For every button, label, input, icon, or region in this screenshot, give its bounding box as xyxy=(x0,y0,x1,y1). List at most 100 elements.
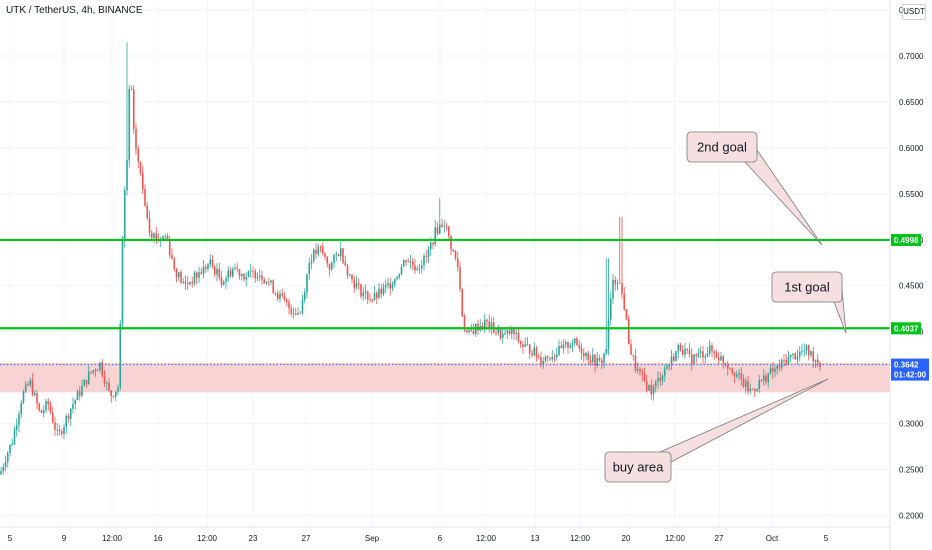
candle-body xyxy=(792,353,794,355)
candle-body xyxy=(220,277,223,285)
candle-body xyxy=(389,283,392,289)
candle-body xyxy=(366,291,369,300)
candle-body xyxy=(425,255,428,257)
candle-body xyxy=(450,235,452,250)
candle-body xyxy=(639,369,641,372)
candle-body xyxy=(753,388,756,391)
candle-body xyxy=(666,366,668,369)
candle-body xyxy=(812,351,815,362)
y-tick-label: 0.6000 xyxy=(899,144,924,153)
candle-body xyxy=(605,349,608,354)
candle-body xyxy=(164,235,167,237)
candle-body xyxy=(659,377,662,381)
candle-body xyxy=(564,342,567,345)
candle-body xyxy=(236,267,239,269)
candle-body xyxy=(513,328,515,335)
candle-body xyxy=(249,270,252,272)
candle-body xyxy=(409,261,412,263)
time-axis[interactable]: 5 9 12:00 16 12:00 23 27 Sep 6 12:00 13 12:00 20 12:0… xyxy=(8,534,829,543)
callout-box xyxy=(686,131,758,163)
candle-body xyxy=(816,359,819,363)
level-price-label: 0.4037 xyxy=(894,324,919,333)
candle-body xyxy=(256,276,259,279)
candle-body xyxy=(191,282,194,284)
candle-body xyxy=(225,278,227,282)
candle-body xyxy=(9,444,11,454)
candle-body xyxy=(490,322,493,328)
candle-body xyxy=(616,282,619,284)
callout-3[interactable]: buy area xyxy=(604,378,829,483)
candle-body xyxy=(198,272,200,278)
candle-body xyxy=(785,360,788,364)
candle-body xyxy=(270,280,272,283)
candle-body xyxy=(508,330,511,335)
current-price-tag xyxy=(891,358,929,381)
callout-2[interactable]: 1st goal xyxy=(771,271,847,334)
candle-body xyxy=(319,246,322,248)
candle-body xyxy=(794,353,797,360)
candle-body xyxy=(684,348,686,355)
candle-body xyxy=(465,330,468,332)
candle-body xyxy=(477,323,479,331)
y-tick-label: 0.2500 xyxy=(899,466,924,475)
candle-body xyxy=(472,330,475,334)
candle-body xyxy=(22,391,25,403)
current-price-label: 0.3642 xyxy=(894,361,919,370)
candle-body xyxy=(31,380,34,395)
candle-body xyxy=(283,295,286,300)
candle-body xyxy=(519,341,522,345)
candle-body xyxy=(303,292,306,301)
candle-body xyxy=(315,249,317,254)
candle-body xyxy=(443,226,446,228)
candle-body xyxy=(756,389,758,391)
candle-body xyxy=(776,365,779,369)
candle-body xyxy=(733,372,736,377)
candle-body xyxy=(58,429,61,432)
candle-body xyxy=(360,284,362,297)
candle-body xyxy=(690,354,693,364)
currency-badge[interactable]: USDT xyxy=(902,4,926,20)
candle-body xyxy=(488,321,491,328)
candle-body xyxy=(551,357,554,360)
candle-body xyxy=(695,354,698,357)
callout-box xyxy=(771,271,843,303)
candle-body xyxy=(420,265,423,269)
candle-body xyxy=(814,359,817,362)
callouts[interactable]: 2nd goal 1st goal buy area xyxy=(604,131,847,483)
candle-body xyxy=(279,293,281,299)
y-tick-label: 0.7000 xyxy=(899,52,924,61)
candle-body xyxy=(522,344,524,347)
candle-body xyxy=(281,293,284,296)
candle-body xyxy=(621,282,623,295)
candle-body xyxy=(735,374,738,377)
candle-body xyxy=(744,381,747,387)
candle-body xyxy=(771,368,774,372)
candle-body xyxy=(99,362,101,370)
candle-body xyxy=(78,391,81,396)
x-tick-label: 6 xyxy=(438,534,443,543)
candle-body xyxy=(416,268,419,271)
candle-body xyxy=(432,242,434,245)
candle-body xyxy=(324,253,326,257)
candle-body xyxy=(87,371,90,385)
level-lines[interactable] xyxy=(0,238,890,330)
candle-body xyxy=(171,255,173,259)
candle-body xyxy=(126,160,128,191)
candle-body xyxy=(738,373,740,375)
candle-body xyxy=(285,299,288,302)
price-axis[interactable]: 0.75000.70000.65000.60000.55000.50000.45… xyxy=(899,6,924,521)
candle-body xyxy=(371,300,374,302)
candle-body xyxy=(63,426,65,435)
callout-1[interactable]: 2nd goal xyxy=(686,131,823,246)
candle-body xyxy=(765,375,767,383)
candle-body xyxy=(312,249,315,262)
candle-body xyxy=(301,300,304,314)
candle-body xyxy=(461,289,464,317)
candle-body xyxy=(499,328,502,339)
candle-body xyxy=(774,368,776,372)
candle-body xyxy=(668,363,671,367)
candle-body xyxy=(2,466,5,472)
candle-body xyxy=(582,353,585,357)
candle-body xyxy=(501,333,504,339)
